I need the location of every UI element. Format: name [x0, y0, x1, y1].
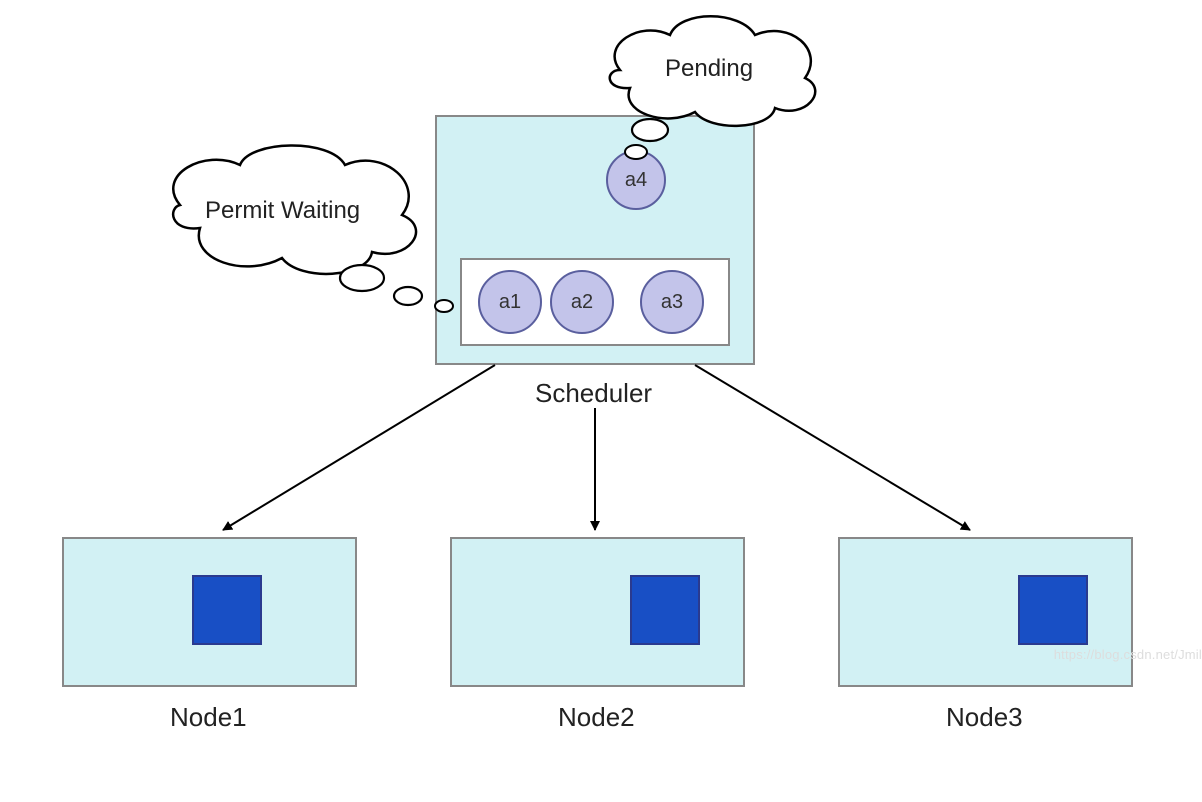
node2-square [630, 575, 700, 645]
node1-label: Node1 [170, 702, 247, 733]
pod-a4: a4 [606, 150, 666, 210]
node1-square [192, 575, 262, 645]
node3-square [1018, 575, 1088, 645]
pod-a4-label: a4 [625, 169, 647, 192]
node2-label: Node2 [558, 702, 635, 733]
pod-a1: a1 [478, 270, 542, 334]
pod-a3: a3 [640, 270, 704, 334]
arrow-to-node1 [223, 365, 495, 530]
pod-a3-label: a3 [661, 291, 683, 314]
pod-a1-label: a1 [499, 291, 521, 314]
scheduler-label: Scheduler [535, 378, 652, 409]
permit-waiting-cloud-label: Permit Waiting [205, 197, 360, 225]
node3-label: Node3 [946, 702, 1023, 733]
node2-box [450, 537, 745, 687]
arrow-to-node3 [695, 365, 970, 530]
pending-cloud-label: Pending [665, 55, 753, 83]
pod-a2: a2 [550, 270, 614, 334]
watermark: https://blog.csdn.net/Jmil [1054, 647, 1202, 662]
permit-waiting-cloud [173, 145, 453, 312]
pod-a2-label: a2 [571, 291, 593, 314]
node3-box [838, 537, 1133, 687]
